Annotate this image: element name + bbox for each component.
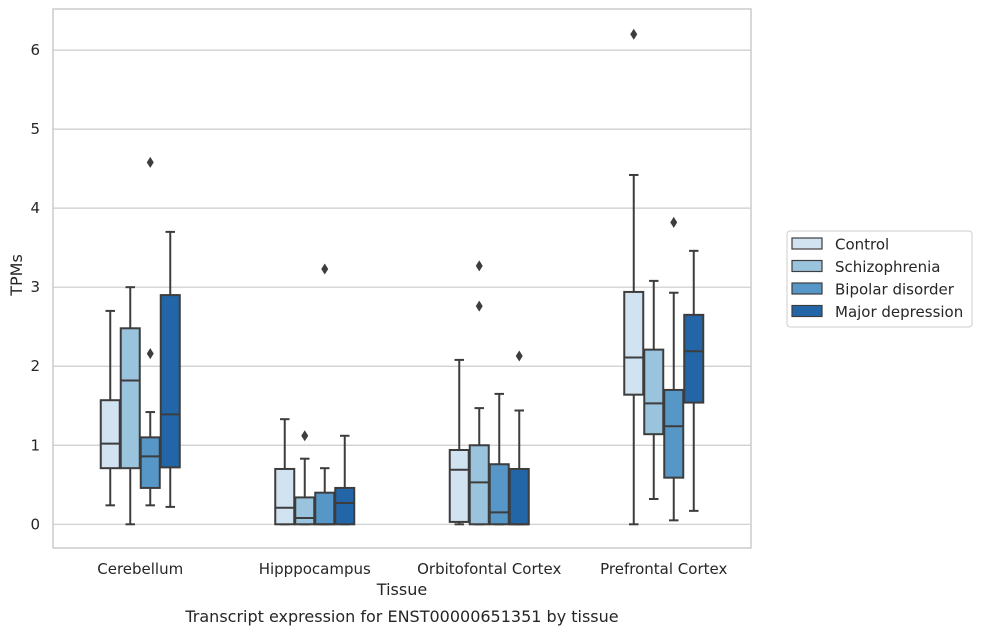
box xyxy=(643,348,665,436)
box xyxy=(508,467,530,526)
legend-label: Major depression xyxy=(835,303,963,321)
chart-caption: Transcript expression for ENST0000065135… xyxy=(184,607,618,626)
y-tick-label: 2 xyxy=(30,357,40,375)
box xyxy=(314,491,336,526)
x-tick-label: Orbitofontal Cortex xyxy=(417,560,561,578)
box-series-group xyxy=(99,28,705,526)
box xyxy=(448,449,470,523)
x-tick-labels: Cerebellum Hipppocampus Orbitofontal Corte… xyxy=(97,560,727,578)
box xyxy=(663,388,685,479)
y-tick-label: 6 xyxy=(30,41,40,59)
outlier-point xyxy=(515,350,523,362)
plot-area-frame xyxy=(52,8,752,549)
legend-label: Bipolar disorder xyxy=(835,281,955,299)
y-tick-label: 3 xyxy=(30,278,40,296)
box xyxy=(99,399,121,470)
box xyxy=(119,327,141,470)
outlier-point xyxy=(475,300,483,312)
box xyxy=(139,436,161,489)
legend-label: Schizophrenia xyxy=(835,258,940,276)
x-tick-label: Prefrontal Cortex xyxy=(600,560,727,578)
y-tick-label: 5 xyxy=(30,120,40,138)
outlier-point xyxy=(670,216,678,228)
box xyxy=(334,486,356,526)
legend-swatch xyxy=(791,282,823,295)
legend: Control Schizophrenia Bipolar disorder Majo… xyxy=(786,230,973,328)
y-tick-labels: 0 1 2 3 4 5 6 xyxy=(30,41,40,533)
box xyxy=(683,313,705,404)
legend-swatch xyxy=(791,259,823,273)
outlier-point xyxy=(630,28,638,40)
legend-swatch xyxy=(791,237,823,250)
outlier-point xyxy=(301,430,309,442)
box xyxy=(159,294,181,469)
y-tick-label: 1 xyxy=(30,436,40,454)
box xyxy=(623,290,645,396)
box xyxy=(468,444,490,526)
legend-label: Control xyxy=(835,236,889,254)
x-tick-label: Cerebellum xyxy=(97,560,183,578)
outlier-point xyxy=(146,156,154,168)
legend-frame xyxy=(786,230,973,328)
x-axis-label: Tissue xyxy=(376,580,427,599)
box xyxy=(274,467,296,526)
y-tick-label: 4 xyxy=(30,199,40,217)
y-tick-label: 0 xyxy=(30,515,40,533)
x-tick-label: Hipppocampus xyxy=(259,560,371,578)
box xyxy=(488,463,510,526)
outlier-point xyxy=(146,348,154,360)
box xyxy=(294,496,316,526)
outlier-point xyxy=(475,260,483,272)
outlier-point xyxy=(321,263,329,275)
y-axis-label: TPMs xyxy=(7,254,26,297)
legend-swatch xyxy=(791,304,823,318)
